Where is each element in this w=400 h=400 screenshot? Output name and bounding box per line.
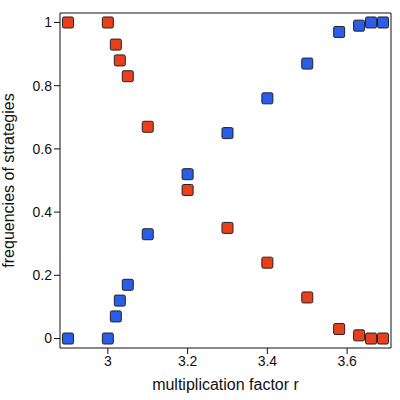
svg-text:0.8: 0.8 xyxy=(33,78,53,94)
svg-text:3.2: 3.2 xyxy=(178,353,198,369)
svg-text:3.6: 3.6 xyxy=(337,353,357,369)
svg-text:0.4: 0.4 xyxy=(33,204,53,220)
svg-text:3: 3 xyxy=(104,353,112,369)
svg-text:0.2: 0.2 xyxy=(33,267,53,283)
svg-text:0: 0 xyxy=(44,330,52,346)
svg-text:multiplication factor r: multiplication factor r xyxy=(152,376,299,393)
svg-text:3.4: 3.4 xyxy=(258,353,278,369)
svg-text:1: 1 xyxy=(44,14,52,30)
svg-text:0.6: 0.6 xyxy=(33,141,53,157)
svg-text:frequencies of strategies: frequencies of strategies xyxy=(8,93,17,267)
